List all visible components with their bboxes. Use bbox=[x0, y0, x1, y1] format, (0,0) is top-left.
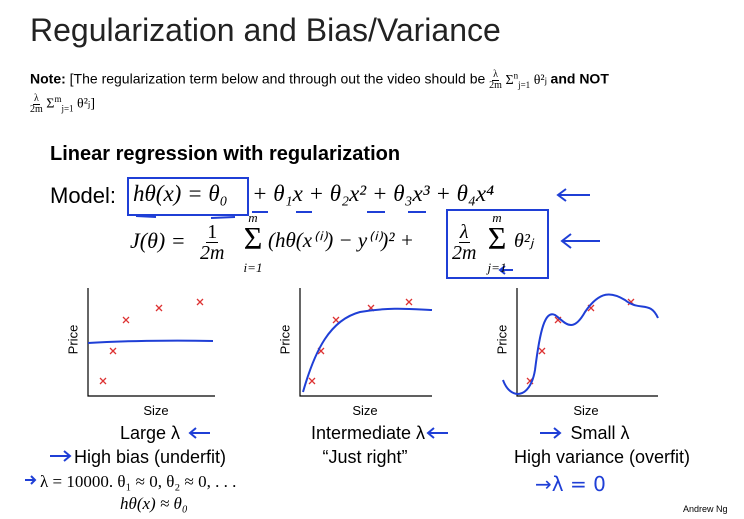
model-rest: + θ₁x + θ₂x² + θ₃x³ + θ₄x⁴ bbox=[252, 181, 495, 206]
sum-bottom: j=1 bbox=[61, 103, 74, 114]
result: High bias (underfit) bbox=[73, 447, 227, 467]
sum: Σ bbox=[46, 96, 55, 112]
axes bbox=[299, 288, 432, 397]
axes bbox=[87, 288, 215, 397]
sum-top: m bbox=[492, 210, 502, 225]
cost-lhs: J(θ) = bbox=[130, 228, 186, 253]
x-axis-label: Size bbox=[573, 403, 599, 418]
caption: Small λ bbox=[570, 423, 630, 443]
model-h: hθ(x) = θ₀ bbox=[133, 181, 228, 206]
and-not: and NOT bbox=[550, 70, 609, 87]
x-axis-label: Size bbox=[352, 403, 378, 418]
reg-term: θ²ⱼ bbox=[514, 230, 534, 252]
note-label: Note: bbox=[30, 70, 66, 87]
term: θ²ⱼ bbox=[533, 72, 548, 88]
y-axis-label: Price bbox=[494, 324, 510, 355]
handwritten-note: →λ = 0 bbox=[535, 472, 606, 496]
cost-body: (hθ(x⁽ⁱ⁾) − y⁽ⁱ⁾)² + bbox=[268, 228, 414, 252]
num: 1 bbox=[206, 221, 219, 243]
num: λ bbox=[458, 221, 470, 243]
sum-bottom: i=1 bbox=[243, 260, 263, 275]
sum-top: m bbox=[54, 94, 62, 105]
term: θ²ⱼ] bbox=[77, 96, 96, 112]
formula: λ 2m Σnj=1 θ²ⱼ bbox=[489, 69, 550, 91]
num: λ bbox=[32, 93, 40, 105]
y-axis-label: Price bbox=[65, 324, 81, 355]
fraction: 1 2m bbox=[200, 222, 224, 263]
author: Andrew Ng bbox=[683, 504, 728, 514]
sum-top: n bbox=[513, 70, 519, 81]
model-label: Model: bbox=[50, 183, 117, 208]
num: λ bbox=[492, 69, 499, 81]
sum: Σ bbox=[243, 220, 263, 256]
example: λ = 10000. θ₁ ≈ 0, θ₂ ≈ 0, . . . bbox=[40, 472, 237, 491]
axes bbox=[516, 288, 658, 397]
sum-bottom: j=1 bbox=[518, 79, 531, 90]
sum: Σ bbox=[487, 220, 507, 256]
sum: Σ bbox=[505, 72, 514, 88]
title: Regularization and Bias/Variance bbox=[30, 12, 501, 48]
result: “Just right” bbox=[322, 447, 408, 467]
handwriting bbox=[25, 177, 659, 485]
data-crosses bbox=[99, 298, 635, 385]
result: High variance (overfit) bbox=[513, 447, 691, 467]
heading: Linear regression with regularization bbox=[50, 143, 401, 165]
den: 2m bbox=[452, 242, 477, 264]
example: hθ(x) ≈ θ₀ bbox=[120, 494, 188, 513]
sum-bottom: j=1 bbox=[487, 260, 507, 275]
y-axis-label: Price bbox=[277, 324, 293, 355]
x-axis-label: Size bbox=[143, 403, 169, 418]
den: 2m bbox=[489, 80, 502, 91]
den: 2m bbox=[200, 242, 225, 264]
den: 2m bbox=[30, 104, 43, 115]
caption: Intermediate λ bbox=[310, 423, 426, 443]
fraction: λ 2m bbox=[452, 222, 476, 263]
formula: λ 2m Σmj=1 θ²ⱼ] bbox=[30, 94, 95, 115]
note-text: [The regularization term below and throu… bbox=[69, 70, 486, 87]
sum-top: m bbox=[248, 210, 258, 225]
note: Note: [The regularization term below and… bbox=[30, 70, 609, 91]
caption: Large λ bbox=[119, 423, 181, 443]
